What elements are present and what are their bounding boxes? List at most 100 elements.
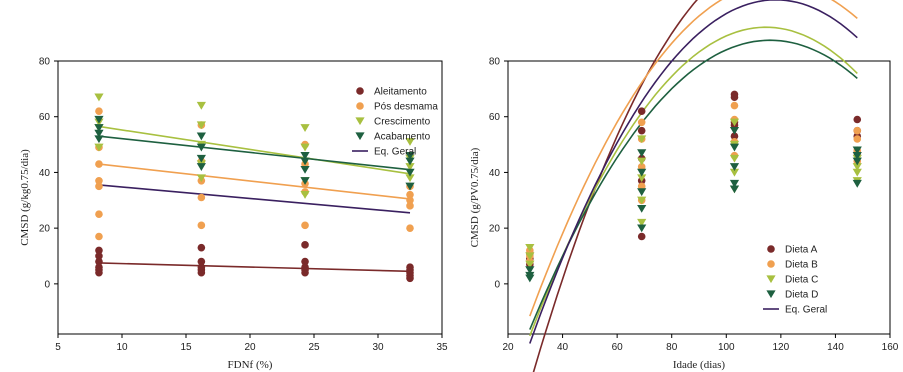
data-point — [637, 126, 646, 135]
data-point — [637, 157, 647, 166]
left-chart: 5 10 15 20 25 30 35 0 20 40 60 80 FDNf (%) CMSD (g/kg… — [19, 57, 448, 372]
data-point — [197, 243, 206, 252]
x-axis-label: Idade (dias) — [673, 359, 726, 371]
legend-label: Dieta D — [785, 290, 818, 301]
y-tick-label: 80 — [489, 57, 501, 68]
data-point — [301, 221, 309, 230]
right-chart-panel: 20 40 60 80 100 120 140 160 0 20 40 60 80 Idade (dias… — [455, 0, 903, 372]
data-point — [196, 154, 206, 163]
data-point — [406, 196, 414, 205]
data-point — [637, 118, 646, 127]
legend-label: Dieta C — [785, 275, 818, 286]
data-point — [637, 218, 647, 227]
data-point — [300, 177, 310, 185]
x-tick-label: 140 — [827, 342, 844, 353]
left-chart-panel: 5 10 15 20 25 30 35 0 20 40 60 80 FDNf (%) CMSD (g/kg… — [0, 0, 450, 372]
legend-swatch — [356, 102, 364, 110]
data-point — [405, 182, 415, 191]
data-point — [197, 221, 206, 230]
data-point — [525, 274, 535, 283]
legend-swatch — [767, 245, 775, 253]
data-point — [406, 224, 414, 232]
plot-frame — [507, 60, 891, 335]
legend-label: Crescimento — [374, 117, 431, 128]
data-point — [729, 185, 740, 194]
data-point — [637, 135, 647, 144]
data-point — [637, 196, 647, 205]
y-tick-label: 40 — [489, 168, 501, 179]
data-point — [197, 257, 206, 266]
data-point — [525, 260, 535, 269]
data-point — [729, 143, 740, 152]
y-tick-label: 60 — [489, 112, 501, 123]
right-chart: 20 40 60 80 100 120 140 160 0 20 40 60 80 Idade (dias… — [469, 0, 899, 372]
data-point — [853, 135, 862, 143]
data-point — [729, 154, 740, 163]
data-point — [95, 257, 103, 266]
data-point — [301, 241, 309, 249]
fit-line — [98, 262, 411, 273]
y-tick-label: 0 — [494, 279, 500, 290]
data-point — [637, 204, 647, 213]
data-point — [637, 188, 647, 197]
data-point — [95, 252, 103, 260]
data-point — [729, 118, 740, 127]
fit-curve — [529, 0, 858, 344]
data-point — [300, 124, 310, 132]
data-point — [300, 191, 310, 199]
legend-swatch — [766, 290, 776, 299]
x-tick-label: 25 — [308, 342, 320, 353]
data-point — [300, 152, 310, 160]
x-tick-label: 60 — [612, 342, 624, 353]
data-point — [94, 135, 104, 144]
x-tick-label: 30 — [372, 342, 384, 353]
data-point — [852, 179, 862, 188]
x-tick-label: 15 — [180, 342, 192, 353]
data-point — [406, 190, 414, 199]
data-point — [525, 252, 535, 261]
data-point — [95, 107, 103, 115]
data-point — [637, 107, 646, 115]
y-tick-label: 40 — [39, 168, 51, 179]
data-point — [730, 101, 739, 110]
legend-swatch — [767, 260, 775, 268]
data-point — [729, 168, 740, 177]
data-point — [197, 193, 206, 202]
data-point — [405, 157, 415, 166]
data-point — [300, 157, 310, 166]
fit-curve — [529, 39, 858, 330]
x-tick-label: 80 — [666, 342, 678, 353]
data-point — [301, 257, 309, 266]
legend-label: Aleitamento — [374, 87, 427, 98]
data-point — [196, 163, 206, 171]
x-tick-label: 120 — [773, 342, 790, 353]
data-point — [300, 143, 310, 152]
x-tick-label: 35 — [436, 342, 448, 353]
data-point — [196, 132, 206, 141]
legend-swatch — [355, 117, 365, 126]
data-point — [301, 268, 309, 277]
y-axis-label: CMSD (g/kg0.75/dia) — [19, 149, 31, 246]
data-point — [95, 210, 103, 219]
data-point — [197, 268, 206, 277]
data-point — [300, 165, 310, 174]
fit-line — [98, 125, 411, 175]
data-point — [853, 115, 862, 124]
data-point — [405, 163, 415, 171]
x-tick-label: 5 — [55, 342, 61, 353]
data-point — [637, 224, 647, 233]
data-point — [730, 93, 739, 102]
data-point — [405, 168, 415, 177]
fit-curve — [532, 0, 698, 372]
data-point — [525, 266, 535, 275]
fit-line — [98, 163, 411, 200]
y-tick-label: 0 — [44, 279, 50, 290]
y-axis-label: CMSD (g/PV0.75/dia) — [469, 147, 481, 247]
data-point — [94, 129, 104, 138]
data-point — [729, 126, 740, 135]
data-point — [406, 274, 414, 283]
y-tick-label: 20 — [39, 224, 51, 235]
data-point — [95, 268, 103, 277]
data-point — [637, 232, 646, 241]
legend-swatch — [355, 132, 365, 141]
